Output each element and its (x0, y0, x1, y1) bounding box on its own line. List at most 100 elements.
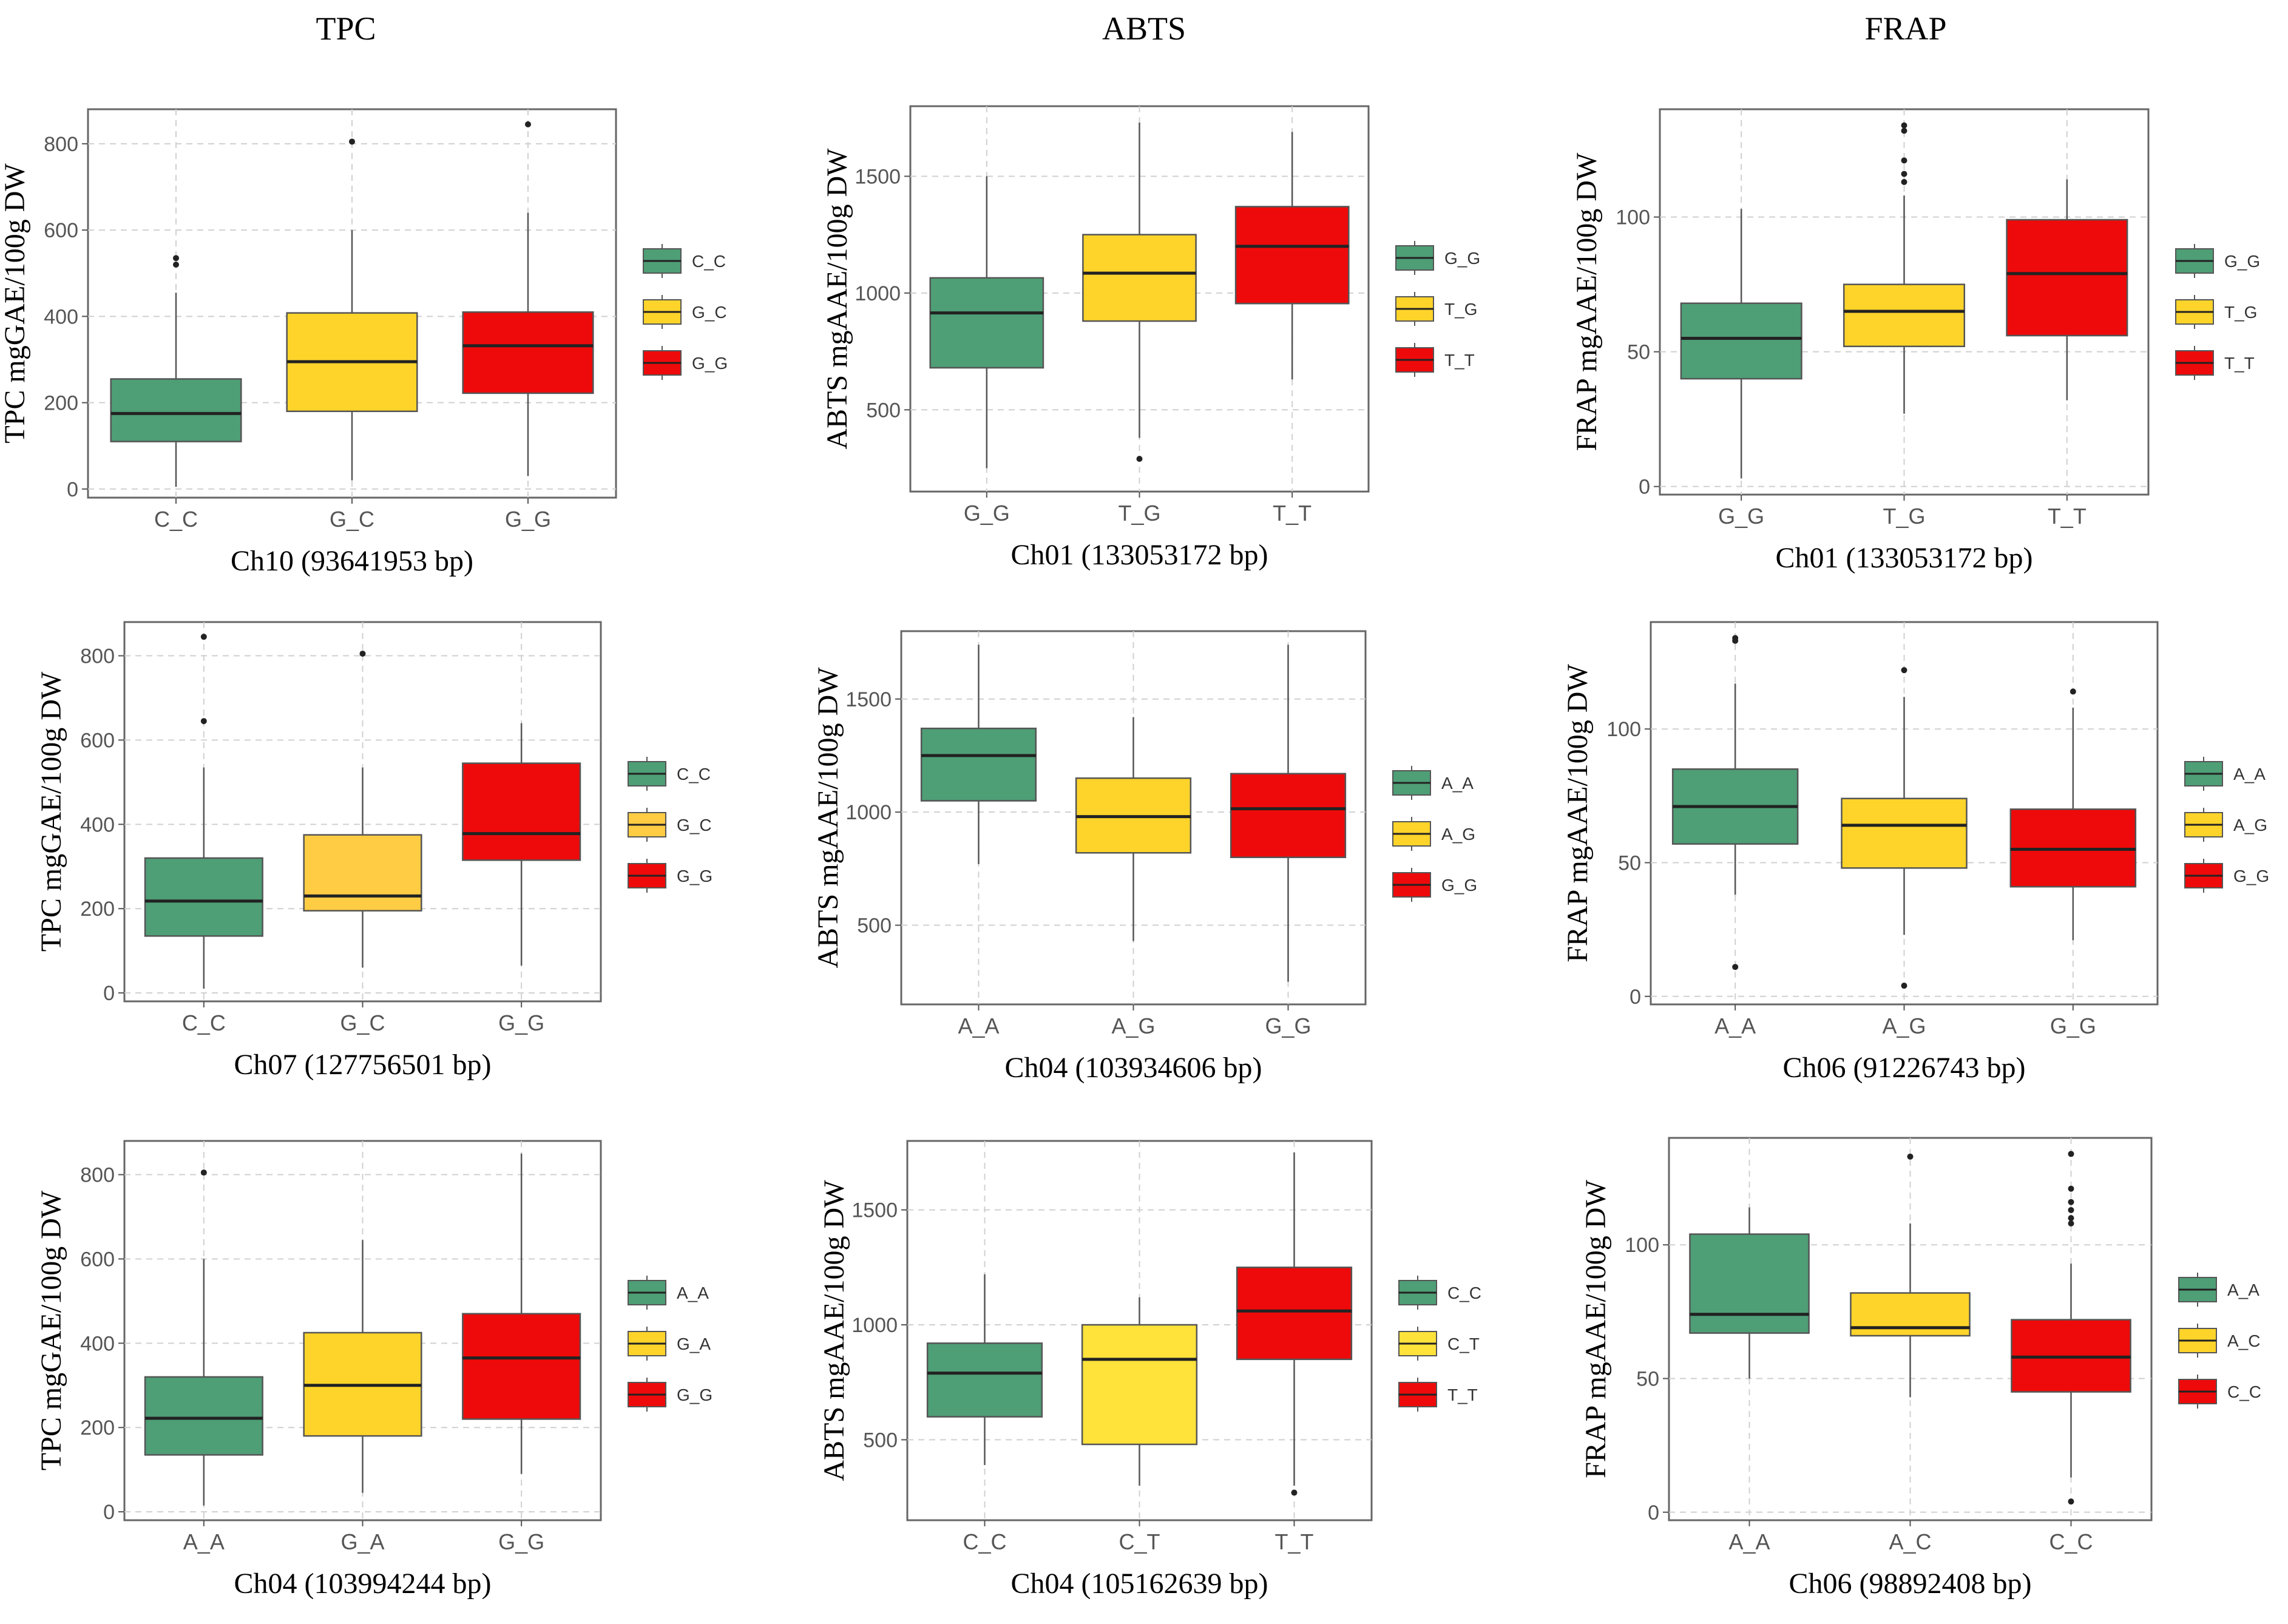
y-tick-label: 50 (1636, 1368, 1659, 1391)
x-tick-label: A_G (1111, 1013, 1155, 1038)
x-axis-label: Ch06 (91226743 bp) (1783, 1052, 2026, 1084)
boxplot-panel: 500 1000 1500 G_G T_G T_T ABTS mgAAE/100g DW Ch… (821, 105, 1480, 571)
box-A_G (1841, 797, 1968, 869)
x-tick-label: G_C (330, 507, 374, 532)
y-axis-label: TPC mgGAE/100g DW (35, 671, 67, 952)
outlier-point (200, 718, 207, 725)
box-C_C (110, 378, 242, 442)
box-G_G (462, 311, 594, 394)
y-tick-label: 500 (866, 399, 901, 422)
y-tick-label: 400 (80, 1332, 115, 1355)
outlier-point (2070, 688, 2076, 695)
x-tick-label: T_T (1274, 1529, 1313, 1554)
x-tick-label: C_C (2049, 1529, 2093, 1554)
x-tick-label: C_C (963, 1529, 1006, 1554)
x-tick-label: T_G (1118, 501, 1160, 526)
y-tick-label: 0 (1630, 986, 1641, 1009)
x-axis-label: Ch07 (127756501 bp) (234, 1049, 492, 1081)
x-tick-label: C_C (154, 507, 198, 532)
y-tick-label: 1000 (855, 282, 901, 305)
y-tick-label: 100 (1606, 718, 1641, 741)
boxplot-panel: 0 50 100 A_A A_G G_G FRAP mgAAE/100g DW Ch06 (9… (1562, 621, 2269, 1084)
y-tick-label: 200 (80, 898, 115, 921)
x-axis-label: Ch01 (133053172 bp) (1776, 542, 2033, 574)
x-tick-label: T_T (2048, 504, 2087, 529)
box-A_A (144, 1376, 263, 1456)
legend-label: C_C (677, 765, 711, 783)
x-tick-label: G_G (498, 1529, 544, 1554)
legend-label: G_C (677, 816, 712, 834)
y-tick-label: 800 (80, 645, 115, 668)
x-tick-label: G_G (505, 507, 551, 532)
y-tick-label: 600 (80, 729, 115, 752)
y-tick-label: 1500 (845, 688, 892, 711)
legend-label: A_A (677, 1284, 709, 1302)
x-axis-label: Ch04 (105162639 bp) (1011, 1568, 1268, 1600)
legend-label: A_A (2233, 765, 2266, 783)
y-tick-label: 800 (44, 133, 78, 156)
y-tick-label: 1500 (855, 165, 901, 188)
legend-label: G_G (2224, 252, 2260, 271)
y-tick-label: 0 (1639, 476, 1650, 499)
y-tick-label: 600 (80, 1248, 115, 1271)
outlier-point (2068, 1220, 2074, 1226)
outlier-point (2068, 1199, 2074, 1205)
box-A_A (1689, 1233, 1810, 1334)
x-tick-label: G_G (1718, 504, 1764, 529)
y-tick-label: 0 (103, 1501, 115, 1524)
outlier-point (2068, 1151, 2074, 1157)
box-G_C (303, 834, 422, 912)
y-axis-label: ABTS mgAAE/100g DW (812, 667, 844, 969)
outlier-point (1901, 127, 1907, 134)
x-tick-label: A_A (183, 1529, 225, 1554)
y-tick-label: 0 (1648, 1501, 1659, 1524)
x-tick-label: C_C (182, 1010, 226, 1035)
x-tick-label: A_C (1889, 1529, 1931, 1554)
outlier-point (2068, 1185, 2074, 1192)
boxplot-panel: 0 50 100 G_G T_G T_T FRAP mgAAE/100g DW Ch01 (1… (1571, 108, 2260, 574)
boxplot-panel: 500 1000 1500 C_C C_T T_T ABTS mgAAE/100g DW Ch… (818, 1140, 1481, 1600)
outlier-point (1901, 667, 1907, 674)
box-G_G (462, 762, 581, 861)
box-G_G (1230, 773, 1347, 858)
box-T_T (1236, 1267, 1353, 1361)
y-tick-label: 1000 (845, 801, 892, 824)
x-tick-label: G_G (498, 1010, 544, 1035)
outlier-point (1901, 157, 1907, 164)
y-axis-label: ABTS mgAAE/100g DW (821, 148, 853, 450)
legend-label: T_T (2224, 354, 2255, 373)
box-G_G (929, 277, 1044, 369)
outlier-point (200, 634, 207, 640)
legend-label: G_G (2233, 867, 2269, 885)
legend-label: G_G (692, 354, 728, 373)
outlier-point (1901, 983, 1907, 989)
column-title-abts: ABTS (1102, 10, 1186, 47)
boxplot-panel: 0 200 400 600 800 C_C G_C G_G TPC mgGAE/100g DW C… (35, 621, 712, 1081)
y-axis-label: FRAP mgAAE/100g DW (1580, 1180, 1612, 1478)
x-tick-label: A_G (1882, 1013, 1926, 1038)
legend-label: C_T (1447, 1335, 1480, 1353)
x-axis-label: Ch10 (93641953 bp) (231, 545, 473, 577)
outlier-point (2068, 1215, 2074, 1222)
y-tick-label: 500 (863, 1429, 898, 1452)
box-G_G (462, 1313, 581, 1420)
y-axis-label: TPC mgGAE/100g DW (0, 163, 31, 444)
boxplot-panel: 500 1000 1500 A_A A_G G_G ABTS mgAAE/100g DW Ch… (812, 630, 1477, 1084)
legend-label: G_C (692, 303, 727, 322)
x-tick-label: T_G (1883, 504, 1925, 529)
box-C_C (144, 857, 263, 937)
legend-label: T_T (1447, 1385, 1478, 1404)
outlier-point (1291, 1489, 1298, 1496)
y-tick-label: 600 (44, 219, 78, 242)
box-C_C (926, 1342, 1043, 1418)
y-tick-label: 50 (1618, 852, 1641, 875)
y-axis-label: TPC mgGAE/100g DW (35, 1190, 67, 1470)
legend-label: A_A (1441, 774, 1474, 793)
y-tick-label: 0 (103, 982, 115, 1005)
outlier-point (1901, 171, 1907, 177)
legend-label: A_C (2227, 1331, 2260, 1350)
x-axis-label: Ch01 (133053172 bp) (1011, 539, 1268, 571)
y-tick-label: 100 (1616, 206, 1650, 229)
outlier-point (1136, 456, 1143, 462)
